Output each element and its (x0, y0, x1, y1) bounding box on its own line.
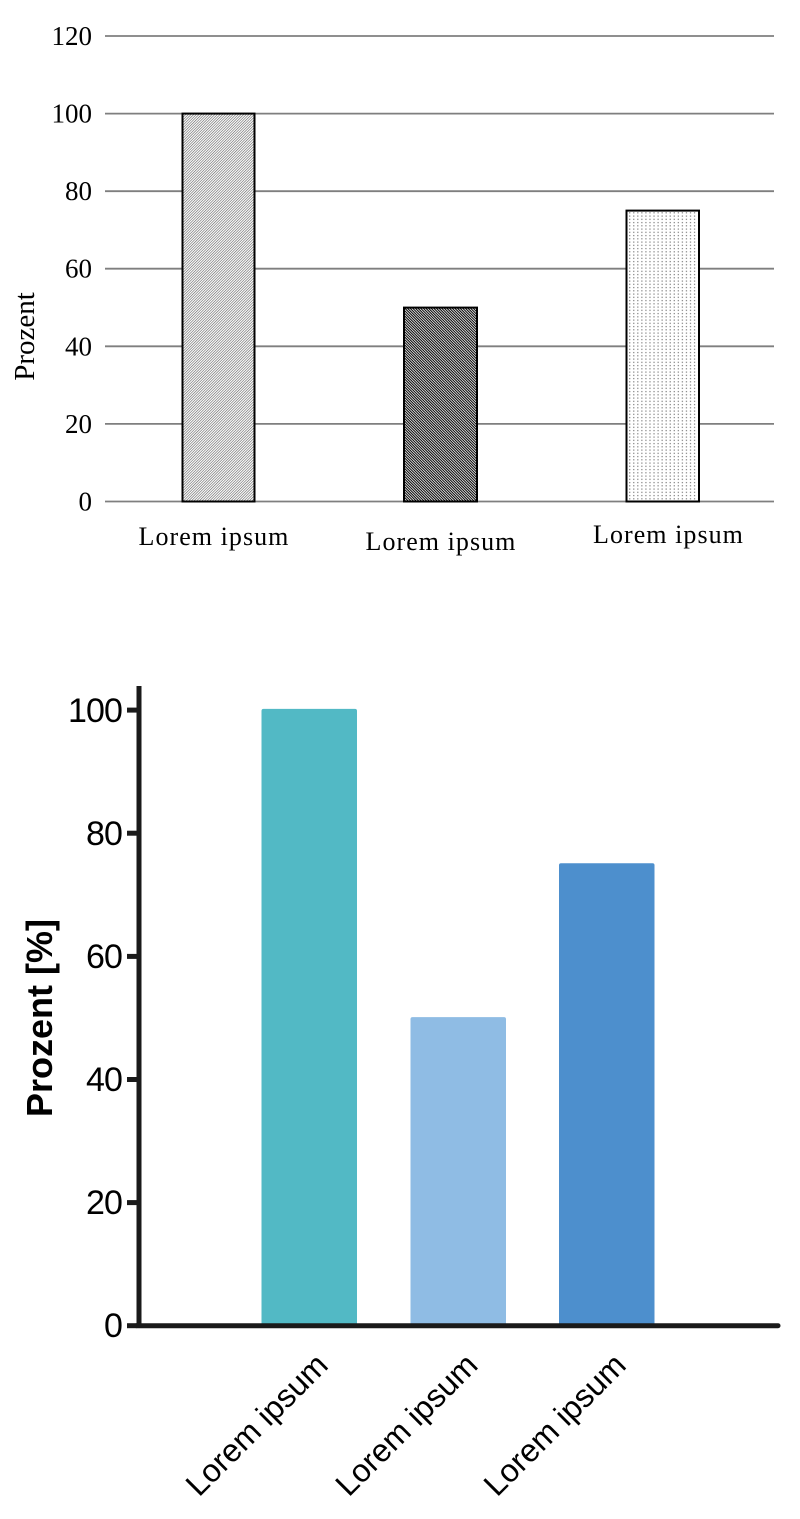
svg-text:Lorem ipsum: Lorem ipsum (366, 527, 517, 556)
svg-text:100: 100 (68, 692, 122, 730)
svg-text:Lorem ipsum: Lorem ipsum (328, 1346, 484, 1502)
svg-text:100: 100 (52, 99, 93, 129)
svg-text:20: 20 (65, 409, 92, 439)
svg-text:0: 0 (79, 487, 93, 517)
svg-text:40: 40 (65, 331, 92, 361)
svg-text:Lorem ipsum: Lorem ipsum (178, 1346, 334, 1502)
svg-text:Lorem ipsum: Lorem ipsum (476, 1346, 632, 1502)
svg-text:Lorem ipsum: Lorem ipsum (593, 520, 744, 549)
svg-text:40: 40 (86, 1061, 122, 1099)
svg-text:Prozent [%]: Prozent [%] (19, 919, 60, 1117)
svg-text:0: 0 (104, 1307, 122, 1345)
svg-text:Lorem ipsum: Lorem ipsum (139, 522, 290, 551)
svg-text:80: 80 (86, 815, 122, 853)
svg-text:80: 80 (65, 176, 92, 206)
svg-text:Prozent: Prozent (9, 292, 41, 381)
svg-text:20: 20 (86, 1184, 122, 1222)
svg-text:120: 120 (52, 21, 93, 51)
svg-text:60: 60 (86, 938, 122, 976)
svg-text:60: 60 (65, 254, 92, 284)
